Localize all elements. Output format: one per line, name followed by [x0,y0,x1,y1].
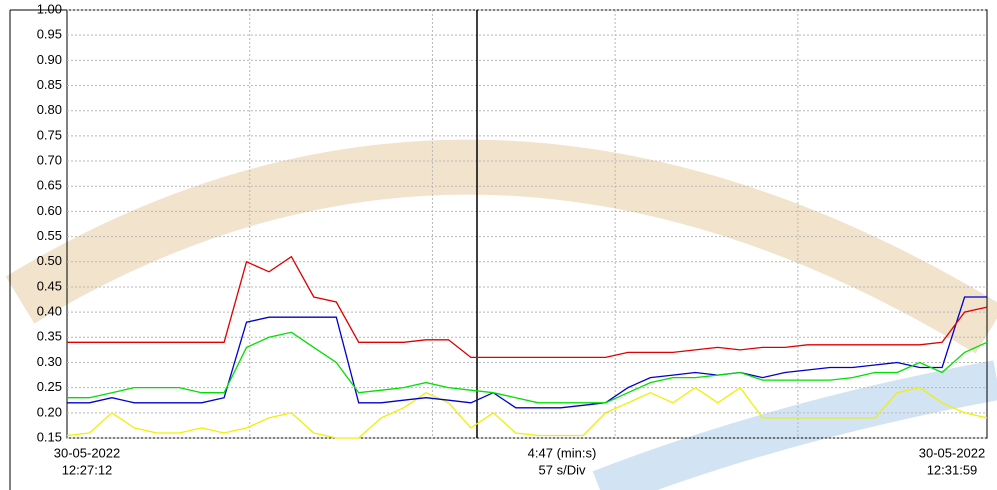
chart: 0.15 0.20 0.25 0.30 0.35 0.40 0.45 0.50 0.55 0.60… [0,0,997,490]
y-tick-label: 0.70 [37,152,62,167]
x-axis-label: 30-05-2022 [919,445,986,460]
y-tick-label: 0.45 [37,278,62,293]
y-tick-label: 0.35 [37,329,62,344]
y-tick-label: 0.40 [37,304,62,319]
y-tick-label: 0.75 [37,127,62,142]
y-tick-label: 0.85 [37,77,62,92]
y-tick-label: 0.25 [37,379,62,394]
x-axis-label: 57 s/Div [539,462,586,477]
y-tick-label: 0.30 [37,354,62,369]
x-axis-label: 12:27:12 [62,462,113,477]
x-axis-label: 30-05-2022 [54,445,121,460]
y-tick-label: 0.80 [37,102,62,117]
y-tick-label: 0.55 [37,228,62,243]
x-axis-label: 12:31:59 [927,462,978,477]
y-tick-label: 0.20 [37,404,62,419]
y-tick-label: 0.15 [37,429,62,444]
y-tick-label: 0.60 [37,203,62,218]
watermark [20,167,997,490]
data-line [67,297,987,408]
y-tick-label: 0.95 [37,27,62,42]
x-axis-label: 4:47 (min:s) [528,445,597,460]
y-tick-label: 0.65 [37,178,62,193]
y-tick-label: 0.90 [37,52,62,67]
y-tick-label: 1.00 [37,1,62,16]
y-tick-label: 0.50 [37,253,62,268]
